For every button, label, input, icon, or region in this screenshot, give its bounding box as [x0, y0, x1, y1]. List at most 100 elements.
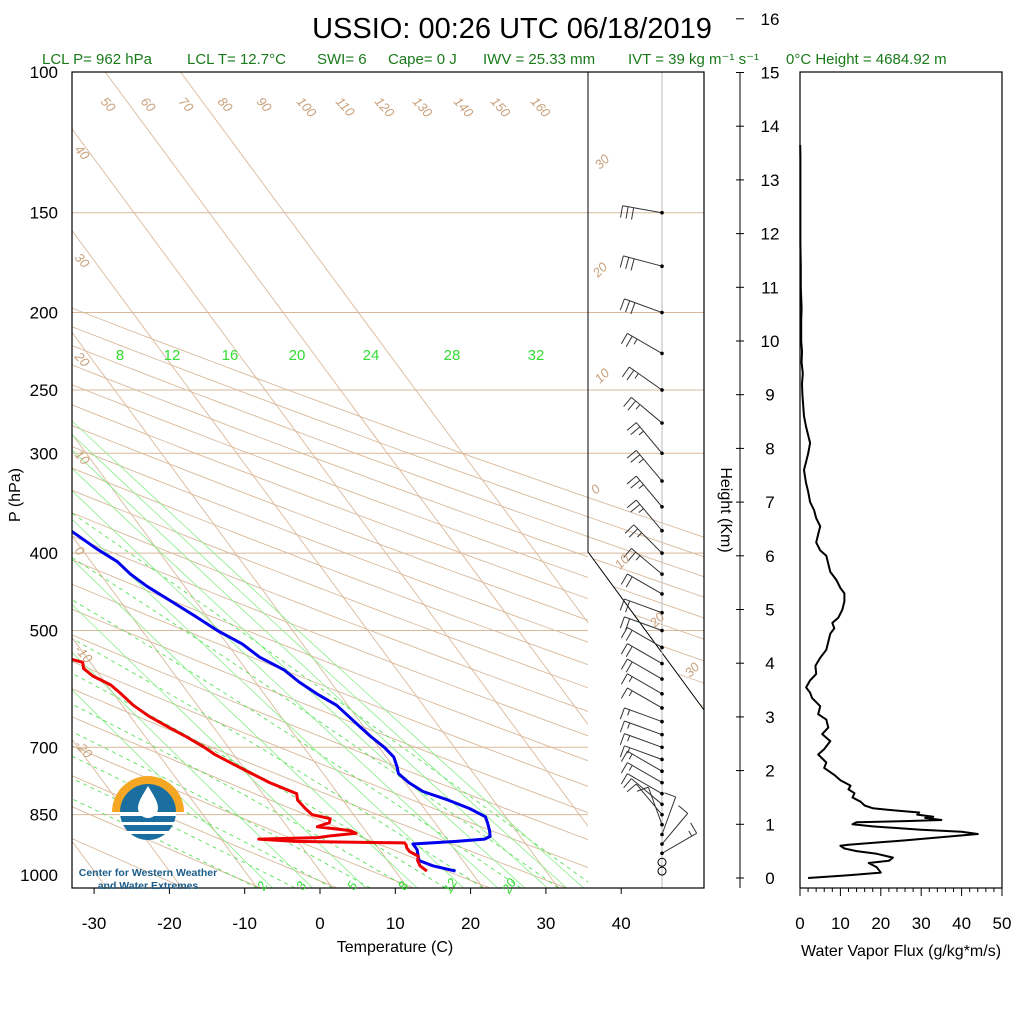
wind-barb-flag — [627, 722, 631, 729]
calm-wind-circle — [657, 866, 667, 876]
wind-barb-flag — [621, 366, 630, 378]
wind-level-dot — [660, 719, 664, 724]
wind-panel-label: 20 — [646, 609, 668, 631]
wind-barb-panel — [587, 72, 705, 888]
flux-tick-label: 40 — [952, 914, 971, 933]
mixing-ratio-lower-label: 20 — [498, 875, 519, 897]
temp-tick-label: 0 — [315, 914, 324, 933]
wind-level-dot — [660, 802, 664, 807]
wind-level-dot — [660, 780, 664, 785]
wind-level-dot — [660, 504, 664, 509]
flux-profile — [799, 144, 979, 879]
wind-barb-flag — [637, 532, 642, 538]
moist-adiabat-line — [72, 599, 522, 888]
dry-adiabat-line — [72, 745, 414, 888]
wind-barb-flag — [620, 673, 628, 685]
wind-barb-flag — [619, 745, 625, 758]
isotherm-line — [72, 128, 635, 888]
height-axis-label: Height (Km) — [717, 467, 734, 552]
mixing-ratio-label: 24 — [363, 347, 380, 364]
adiabat-label: 80 — [215, 94, 236, 115]
wind-barb-flag — [628, 690, 633, 697]
adiabat-label: 90 — [254, 94, 275, 115]
wind-barb-staff — [627, 627, 663, 648]
wind-barb-flag — [638, 484, 644, 489]
flux-tick-label: 10 — [831, 914, 850, 933]
pressure-tick-label: 200 — [30, 304, 58, 323]
dewpoint-profile-line — [72, 657, 428, 873]
dry-adiabat-line — [72, 326, 704, 558]
height-tick-label: 7 — [765, 493, 774, 512]
mixing-ratio-label: 32 — [528, 347, 545, 364]
wind-level-dot — [660, 645, 664, 650]
flux-tick-label: 50 — [993, 914, 1012, 933]
wind-barb-flag — [623, 778, 632, 789]
pressure-tick-label: 1000 — [20, 866, 58, 885]
wind-barb-flag — [627, 709, 631, 716]
pressure-tick-label: 250 — [30, 381, 58, 400]
mixing-ratio-line — [72, 603, 367, 888]
wind-level-dot — [660, 592, 664, 596]
wind-level-dot — [660, 572, 664, 576]
wind-barb-flag — [628, 753, 633, 760]
isotherm-line — [72, 229, 559, 888]
wind-barb-staff — [635, 783, 663, 815]
height-tick-label: 6 — [765, 547, 774, 566]
wind-barb-staff — [631, 548, 663, 575]
wind-barb-flag — [619, 616, 625, 629]
wind-level-dot — [660, 628, 664, 633]
wind-level-dot — [660, 210, 664, 215]
dry-adiabat-line — [72, 425, 704, 662]
mixing-ratio-line — [72, 449, 548, 888]
moist-adiabat-line — [72, 557, 559, 888]
moist-adiabat-line — [72, 798, 258, 888]
wind-barb-staff — [631, 396, 663, 424]
mixing-ratio-label: 28 — [444, 347, 461, 364]
wind-panel-label: 10 — [612, 551, 633, 572]
wind-level-dot — [660, 842, 664, 846]
wind-level-dot — [660, 451, 664, 456]
adiabat-label: 160 — [528, 94, 554, 121]
wind-level-dot — [660, 610, 664, 615]
wind-barb-flag — [624, 524, 635, 534]
dry-adiabat-line — [72, 446, 704, 684]
wind-barb-flag — [625, 661, 633, 673]
wind-barb-flag — [633, 338, 638, 345]
wind-barb-flag — [627, 551, 637, 562]
wind-barb-flag — [619, 598, 625, 611]
isotherm-label: 20 — [71, 348, 93, 370]
wind-barb-flag — [626, 450, 637, 459]
wind-level-dot — [660, 812, 664, 817]
dry-adiabat-line — [72, 688, 567, 888]
wind-barb-flag — [620, 762, 628, 774]
wind-barb-flag — [688, 830, 693, 837]
wind-level-dot — [660, 691, 664, 696]
temp-tick-label: 20 — [461, 914, 480, 933]
dry-adiabat-line — [72, 583, 704, 830]
logo-wave-2 — [122, 822, 174, 825]
pressure-tick-label: 850 — [30, 806, 58, 825]
isotherm-label: 40 — [72, 142, 93, 163]
wind-barb-flag — [638, 430, 644, 436]
wind-barb-flag — [625, 600, 631, 613]
wind-barb-flag — [620, 773, 628, 785]
wind-barb-flag — [620, 573, 628, 585]
logo-text-line1: Center for Western Weather — [79, 867, 217, 879]
wind-barb-flag — [623, 397, 632, 407]
pressure-tick-label: 300 — [30, 444, 58, 463]
wind-barb-staff — [627, 573, 663, 595]
wind-barb-flag — [630, 454, 641, 463]
height-tick-label: 14 — [761, 117, 780, 136]
isotherm-label: 0 — [72, 543, 89, 559]
wind-barb-flag — [631, 207, 635, 220]
wind-barb-flag — [627, 735, 631, 742]
wind-barb-flag — [619, 255, 624, 268]
dry-adiabat-line — [72, 467, 704, 707]
wind-level-dot — [660, 479, 664, 483]
stat-cape: Cape= 0 J — [388, 51, 457, 68]
mixing-ratio-line — [72, 689, 273, 888]
wind-barb-flag — [630, 426, 641, 435]
wind-barb-flag — [690, 822, 698, 834]
temp-tick-label: -10 — [232, 914, 257, 933]
